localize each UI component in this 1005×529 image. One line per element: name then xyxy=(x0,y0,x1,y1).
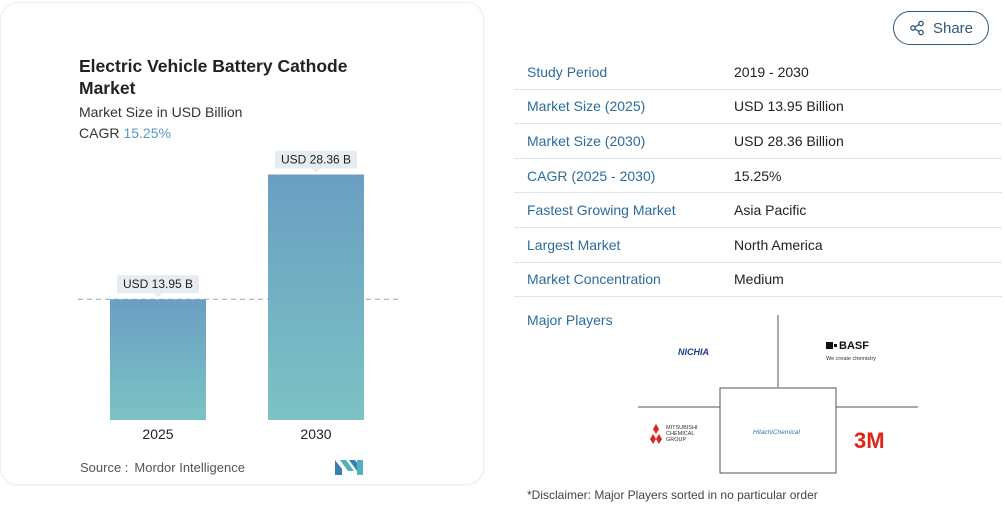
table-row: CAGR (2025 - 2030) 15.25% xyxy=(514,159,1002,194)
major-players-grid: NICHIA BASF We create chemistry MITSUBIS… xyxy=(638,315,918,474)
market-info-table: Study Period 2019 - 2030 Market Size (202… xyxy=(514,55,1002,298)
value-label-pointer xyxy=(312,168,320,173)
row-value: Medium xyxy=(734,271,784,288)
mitsubishi-logo: MITSUBISHI CHEMICAL GROUP xyxy=(650,424,698,444)
row-key: Fastest Growing Market xyxy=(527,202,676,219)
cagr-value: 15.25% xyxy=(123,125,171,141)
table-row: Study Period 2019 - 2030 xyxy=(514,55,1002,90)
chart-subtitle: Market Size in USD Billion xyxy=(79,104,243,120)
share-label: Share xyxy=(932,19,974,37)
basf-square-icon xyxy=(826,342,833,349)
table-row: Largest Market North America xyxy=(514,228,1002,263)
cagr-label: CAGR xyxy=(79,125,120,141)
value-label: USD 28.36 B xyxy=(281,153,351,167)
cagr-line: CAGR 15.25% xyxy=(79,125,171,141)
row-value: 2019 - 2030 xyxy=(734,63,809,80)
row-key: Market Size (2025) xyxy=(527,98,646,115)
bar-2030 xyxy=(268,174,364,420)
disclaimer: *Disclaimer: Major Players sorted in no … xyxy=(527,488,818,502)
value-label-pointer xyxy=(154,293,162,298)
row-value: Asia Pacific xyxy=(734,202,807,219)
row-value: North America xyxy=(734,236,823,253)
value-label: USD 13.95 B xyxy=(123,277,193,291)
mordor-intelligence-logo xyxy=(335,460,363,475)
mitsubishi-text-3: GROUP xyxy=(666,437,687,443)
basf-text: BASF xyxy=(839,340,869,352)
row-value: 15.25% xyxy=(734,167,782,184)
share-button[interactable]: Share xyxy=(893,11,989,45)
nichia-text: NICHIA xyxy=(678,347,709,357)
basf-logo: BASF We create chemistry xyxy=(826,340,876,362)
table-row: Fastest Growing Market Asia Pacific xyxy=(514,193,1002,228)
row-key: Market Concentration xyxy=(527,271,661,288)
market-snapshot-card xyxy=(0,2,484,485)
table-row: Market Size (2030) USD 28.36 Billion xyxy=(514,124,1002,159)
basf-tagline: We create chemistry xyxy=(826,356,876,362)
mitsubishi-text-1: MITSUBISHI xyxy=(666,425,698,431)
row-value: USD 13.95 Billion xyxy=(734,98,844,115)
mitsubishi-text-2: CHEMICAL xyxy=(666,431,694,437)
table-row: Market Size (2025) USD 13.95 Billion xyxy=(514,90,1002,125)
row-value: USD 28.36 Billion xyxy=(734,132,844,149)
category-label: 2025 xyxy=(142,426,173,442)
major-players-label: Major Players xyxy=(527,312,613,328)
bar-2025 xyxy=(110,299,206,420)
nichia-logo: NICHIA xyxy=(678,347,709,357)
hitachi-chemical-logo: HitachiChemical xyxy=(753,429,801,436)
source-label: Source : xyxy=(80,460,129,475)
value-label-bg xyxy=(117,275,199,294)
row-key: Study Period xyxy=(527,63,608,80)
row-key: Market Size (2030) xyxy=(527,132,646,149)
row-key: CAGR (2025 - 2030) xyxy=(527,167,656,184)
share-icon xyxy=(910,20,924,36)
3m-logo: 3M xyxy=(854,428,885,453)
category-label: 2030 xyxy=(300,426,331,442)
source-line: Source : Mordor Intelligence xyxy=(80,460,245,475)
table-row: Market Concentration Medium xyxy=(514,263,1002,298)
value-label-bg xyxy=(275,150,357,169)
chart-title: Electric Vehicle Battery Cathode Market xyxy=(79,56,348,98)
source-value: Mordor Intelligence xyxy=(134,460,245,475)
row-key: Largest Market xyxy=(527,236,621,253)
mitsubishi-diamonds-icon xyxy=(653,424,659,434)
bar-chart: USD 13.95 B 2025 USD 28.36 B 2030 xyxy=(78,150,400,442)
